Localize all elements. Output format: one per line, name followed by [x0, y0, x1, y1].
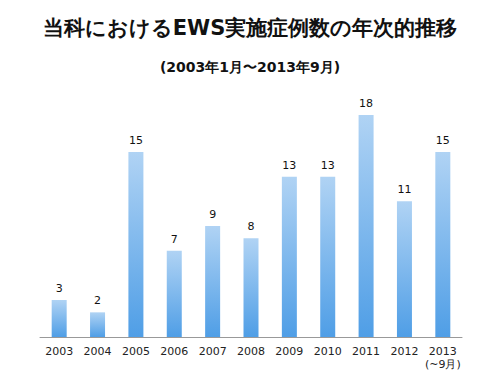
- svg-text:2003: 2003: [45, 345, 73, 358]
- svg-text:2012: 2012: [390, 345, 418, 358]
- svg-text:15: 15: [129, 134, 143, 147]
- svg-text:2005: 2005: [122, 345, 150, 358]
- svg-text:2010: 2010: [314, 345, 342, 358]
- svg-text:2: 2: [94, 294, 101, 307]
- svg-text:18: 18: [359, 97, 373, 110]
- svg-text:13: 13: [321, 159, 335, 172]
- svg-text:2013: 2013: [429, 345, 457, 358]
- svg-text:2009: 2009: [275, 345, 303, 358]
- svg-text:7: 7: [171, 233, 178, 246]
- svg-text:2004: 2004: [84, 345, 112, 358]
- svg-text:3: 3: [56, 282, 63, 295]
- svg-text:(~9月): (~9月): [425, 358, 461, 371]
- svg-text:2011: 2011: [352, 345, 380, 358]
- svg-text:2007: 2007: [199, 345, 227, 358]
- svg-text:15: 15: [436, 134, 450, 147]
- svg-text:(2003年1月〜2013年9月): (2003年1月〜2013年9月): [160, 59, 340, 75]
- svg-text:8: 8: [248, 220, 255, 233]
- svg-text:9: 9: [209, 208, 216, 221]
- svg-text:11: 11: [397, 183, 411, 196]
- svg-text:当科におけるEWS実施症例数の年次的推移: 当科におけるEWS実施症例数の年次的推移: [43, 16, 458, 40]
- svg-text:13: 13: [282, 159, 296, 172]
- svg-text:2008: 2008: [237, 345, 265, 358]
- svg-text:2006: 2006: [160, 345, 188, 358]
